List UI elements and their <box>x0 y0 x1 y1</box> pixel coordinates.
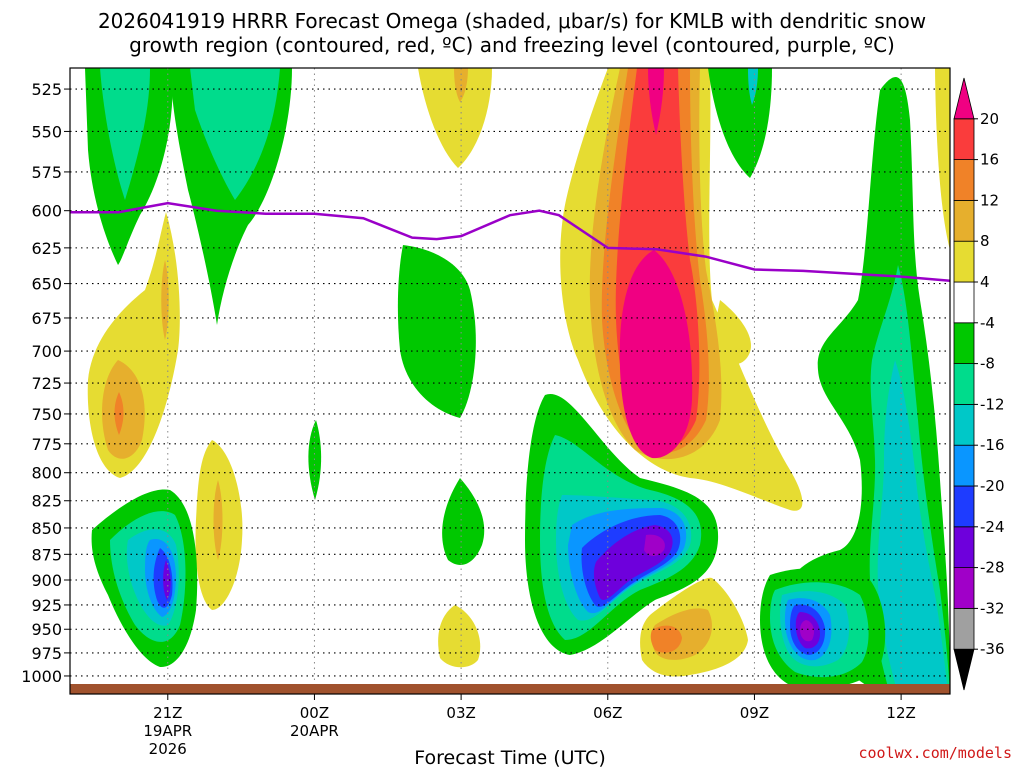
x-tick-year: 2026 <box>149 740 187 758</box>
colorbar-band <box>953 526 975 568</box>
y-tick-label: 825 <box>31 492 62 511</box>
y-tick-label: 1000 <box>21 667 62 686</box>
y-tick-label: 600 <box>31 202 62 221</box>
colorbar-label: 12 <box>980 191 999 209</box>
plot-frame <box>69 67 951 695</box>
colorbar: -36 -32 -28 -24 -20 -16 -12 -8 -4 4 8 12 16 20 <box>953 77 1005 691</box>
colorbar-label: -36 <box>980 640 1005 658</box>
y-tick-label: 875 <box>31 545 62 564</box>
colorbar-band <box>953 77 975 120</box>
omega-plume-upper-right <box>708 68 772 178</box>
x-tick-date: 19APR <box>143 722 192 740</box>
y-tick-label: 725 <box>31 374 62 393</box>
omega-downward-left-lower-orange <box>213 480 223 560</box>
y-axis: 525 550 575 600 625 650 675 700 725 750 775 800 825 8… <box>21 80 70 686</box>
omega-blob-03z-yellow-top <box>418 68 492 168</box>
y-tick-label: 650 <box>31 275 62 294</box>
y-tick-label: 625 <box>31 239 62 258</box>
y-tick-label: 675 <box>31 309 62 328</box>
colorbar-label: 16 <box>980 151 999 169</box>
y-tick-label: 525 <box>31 80 62 99</box>
colorbar-label: -28 <box>980 559 1005 577</box>
freezing-level-line <box>70 201 950 283</box>
colorbar-band <box>953 118 975 161</box>
x-tick-label: 09Z <box>740 704 769 722</box>
colorbar-band <box>953 363 975 405</box>
omega-downward-central-lower-extension <box>712 300 751 364</box>
y-tick-label: 550 <box>31 122 62 141</box>
y-tick-label: 775 <box>31 435 62 454</box>
omega-plume-upper-mid-core <box>190 68 280 200</box>
colorbar-label: -8 <box>980 355 995 373</box>
colorbar-band <box>953 322 975 364</box>
omega-shading <box>85 68 950 694</box>
colorbar-band <box>953 608 975 650</box>
colorbar-band <box>953 159 975 201</box>
colorbar-band <box>953 403 975 446</box>
omega-blob-03z-yellow-bottom <box>438 605 481 668</box>
omega-updraft-lower-right-violet <box>800 620 814 642</box>
colorbar-label: -20 <box>980 477 1005 495</box>
grid-lines <box>70 68 950 694</box>
colorbar-label: 4 <box>980 273 990 291</box>
colorbar-band <box>953 281 975 324</box>
omega-plume-upper-right-teal <box>748 68 758 105</box>
y-tick-label: 800 <box>31 464 62 483</box>
x-tick-label: 00Z <box>300 704 329 722</box>
colorbar-label: -4 <box>980 314 995 332</box>
omega-updraft-center-violet <box>644 534 665 556</box>
colorbar-label: 20 <box>980 110 999 128</box>
x-tick-label: 21Z <box>153 704 182 722</box>
x-axis-label: Forecast Time (UTC) <box>414 747 605 768</box>
x-tick-label: 03Z <box>446 704 475 722</box>
colorbar-band <box>953 240 975 283</box>
colorbar-band <box>953 567 975 609</box>
omega-downward-central-magenta-top <box>648 68 664 135</box>
colorbar-label: -24 <box>980 518 1005 536</box>
omega-updraft-lower-left-purple <box>163 560 171 600</box>
x-tick-date: 20APR <box>290 722 339 740</box>
omega-downward-central-magenta <box>619 250 693 459</box>
omega-downward-left-orange-core <box>114 392 124 435</box>
omega-blob-mid-upper <box>397 245 476 418</box>
y-tick-label: 700 <box>31 342 62 361</box>
y-tick-label: 950 <box>31 620 62 639</box>
colorbar-band <box>953 648 975 691</box>
omega-downward-left-upper-orange <box>161 260 169 340</box>
y-tick-label: 750 <box>31 405 62 424</box>
x-tick-label: 12Z <box>886 704 915 722</box>
colorbar-label: -32 <box>980 599 1005 617</box>
colorbar-band <box>953 199 975 242</box>
chart-title-line-1: 2026041919 HRRR Forecast Omega (shaded, … <box>98 9 926 33</box>
credit-text: coolwx.com/models <box>858 744 1012 762</box>
colorbar-band <box>953 485 975 528</box>
colorbar-label: -12 <box>980 395 1005 413</box>
y-tick-label: 850 <box>31 519 62 538</box>
y-tick-label: 575 <box>31 163 62 182</box>
colorbar-band <box>953 444 975 487</box>
y-tick-label: 900 <box>31 571 62 590</box>
omega-downward-lower-center-core <box>650 625 682 653</box>
y-tick-label: 975 <box>31 644 62 663</box>
colorbar-label: 8 <box>980 232 990 250</box>
omega-blob-03z <box>442 478 485 565</box>
omega-plume-upper-left-core <box>100 68 150 200</box>
omega-plume-right-yellow <box>935 68 950 250</box>
chart-title-line-2: growth region (contoured, red, ºC) and f… <box>129 33 895 57</box>
colorbar-label: -16 <box>980 436 1005 454</box>
y-tick-label: 925 <box>31 596 62 615</box>
x-tick-label: 06Z <box>593 704 622 722</box>
ground-surface <box>70 684 950 694</box>
